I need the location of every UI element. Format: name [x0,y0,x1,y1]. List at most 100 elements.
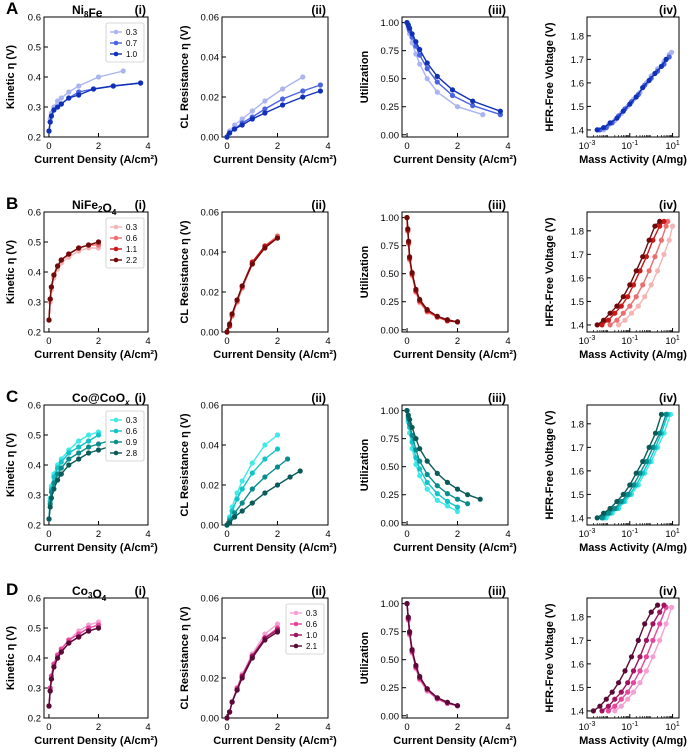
data-point [628,310,635,316]
data-point [224,134,230,140]
data-point [66,462,72,468]
data-point [630,282,637,288]
y-tick-label: 0.6 [28,594,41,605]
y-tick-label: 0.2 [28,328,41,339]
data-point [274,629,281,635]
data-point [413,286,419,292]
tick-exponent: -3 [589,721,595,728]
data-point [424,76,430,82]
data-point [434,483,440,489]
tick-exponent: -1 [632,528,638,535]
x-tick-label: 4 [145,529,150,540]
data-point [224,329,230,335]
data-point [620,310,626,316]
series-line [48,244,99,321]
data-point [444,479,450,485]
data-point [227,709,233,715]
series-line [48,247,99,321]
data-point [434,89,440,95]
data-point [48,676,55,682]
x-tick-label: 10-1 [621,335,638,347]
series-line [614,607,673,712]
data-point [417,52,423,58]
material-name: Co@CoOx [72,391,130,407]
y-tick-label: 1.7 [571,55,584,66]
data-point [601,125,607,131]
data-point [454,508,461,515]
series-1.0 [404,20,503,114]
data-point [409,424,415,430]
data-point [627,101,633,107]
x-tick-label: 0 [224,722,229,733]
y-tick-label: 1.8 [571,226,584,237]
data-point [594,322,600,328]
x-axis-label: Current Density (A/cm²) [213,154,337,166]
legend-swatch-marker [113,257,119,263]
data-point [409,432,415,438]
data-point [449,87,456,93]
x-axis-label: Current Density (A/cm²) [393,542,517,554]
series-line [601,220,665,326]
y-tick-label: 0.4 [28,268,41,279]
data-point [262,490,268,496]
legend-label: 0.3 [306,609,318,618]
y-axis-label: CL Resistance η (V) [179,413,191,516]
y-tick-label: 0.75 [381,434,400,445]
data-point [622,668,628,674]
material-text: Ni [72,3,84,17]
legend-swatch-marker [113,224,119,230]
material-text: Co@CoO [72,391,125,405]
data-point [594,515,600,521]
data-point [90,86,97,92]
series-line [226,237,278,333]
data-point [630,680,637,686]
y-tick-label: 1.4 [571,513,584,524]
y-tick-label: 0.04 [201,441,220,452]
x-tick-label: 0 [46,722,51,733]
series-0.6 [224,625,281,721]
series-line [618,225,674,326]
panel-A-2: 0.00 0.02 0.04 0.06 0 2 4 Current Density (A/cm… [179,3,337,166]
legend-swatch-marker [113,439,119,445]
y-tick-label: 0.3 [28,684,41,695]
x-tick-label: 4 [505,529,510,540]
data-point [86,450,92,456]
y-tick-label: 0.4 [28,73,41,84]
axes-frame [586,211,680,333]
series-0.3 [616,223,676,328]
tick-base: 10 [621,529,632,540]
series-0.7 [224,82,323,140]
x-tick-label: 4 [325,722,330,733]
data-point [409,31,415,37]
legend-label: 0.3 [126,28,138,37]
data-point [652,254,658,260]
data-point [434,491,440,497]
data-point [434,470,440,476]
panel-label: (iv) [659,198,677,212]
data-point [643,458,650,465]
x-tick-label: 2 [275,336,280,347]
data-point [642,621,648,627]
panel-A-1: 0.2 0.3 0.4 0.5 0.6 0 2 4 Current Density (A/cm²… [5,3,158,166]
data-point [633,294,639,300]
y-tick-label: 0.04 [201,53,220,64]
series-line [226,235,278,333]
series-line [406,217,458,323]
panel-label: (ii) [311,391,326,405]
data-point [287,474,293,480]
legend-label: 1.0 [306,631,318,640]
legend-label: 0.3 [126,223,138,232]
y-axis-label: HFR-Free Voltage (V) [544,603,556,713]
legend-label: 0.9 [126,438,138,447]
data-point [55,98,61,104]
data-point [46,703,52,709]
data-point [630,689,637,695]
y-tick-label: 0.75 [381,241,400,252]
series-2.8 [404,408,483,502]
y-tick-label: 1.4 [571,125,584,136]
data-point [46,317,52,323]
data-point [48,113,55,119]
subscript: x [124,398,130,407]
y-tick-label: 0.5 [28,624,41,635]
data-point [470,98,476,104]
